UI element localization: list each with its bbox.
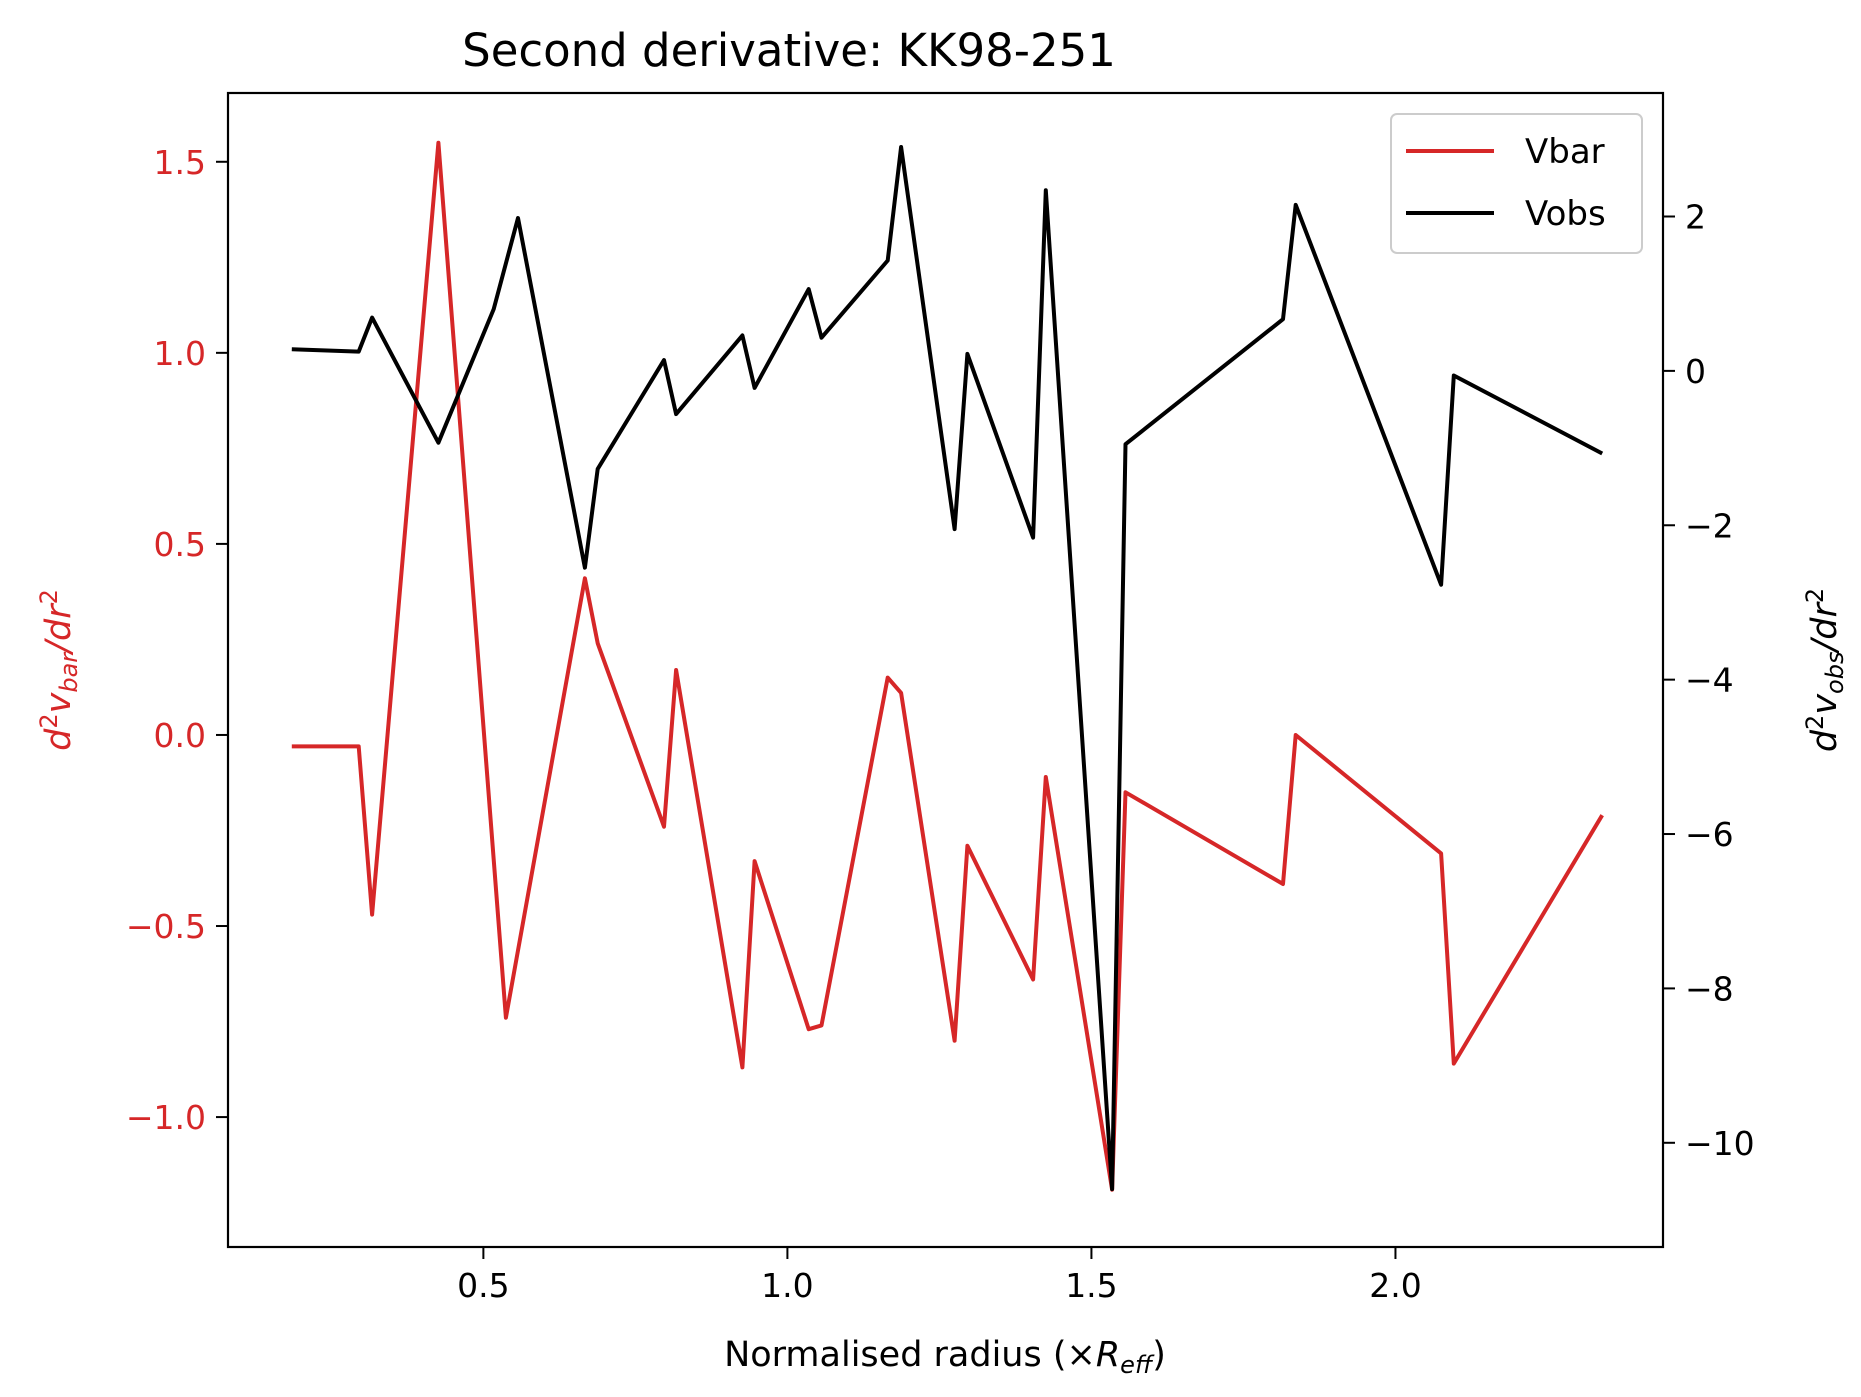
left-tick-label: 0.0 bbox=[154, 716, 206, 755]
legend-box bbox=[1390, 113, 1643, 254]
right-tick-label: −10 bbox=[1685, 1124, 1755, 1163]
left-tick-label: 1.5 bbox=[154, 143, 206, 182]
right-tick-label: −4 bbox=[1685, 661, 1734, 700]
left-tick-label: 1.0 bbox=[154, 334, 206, 373]
x-tick-label: 1.5 bbox=[1065, 1266, 1117, 1305]
x-axis-label: Normalised radius (×Reff) bbox=[724, 1335, 1166, 1379]
series-line-vbar bbox=[291, 140, 1604, 1192]
x-axis-ticks: 0.5 1.0 1.5 2.0 bbox=[457, 1247, 1422, 1305]
left-tick-label: 0.5 bbox=[154, 525, 206, 564]
right-tick-label: −6 bbox=[1685, 815, 1734, 854]
left-tick-label: −1.0 bbox=[126, 1098, 206, 1137]
legend-label-vobs: Vobs bbox=[1525, 194, 1606, 234]
series-layer bbox=[291, 140, 1604, 1192]
right-tick-label: −2 bbox=[1685, 506, 1734, 545]
series-line-vobs bbox=[291, 145, 1604, 1192]
left-tick-label: −0.5 bbox=[126, 907, 206, 946]
right-axis-ticks: 2 0 −2 −4 −6 −8 −10 bbox=[1663, 198, 1755, 1163]
x-tick-label: 1.0 bbox=[761, 1266, 813, 1305]
right-tick-label: −8 bbox=[1685, 969, 1734, 1008]
legend: Vbar Vobs bbox=[1390, 113, 1643, 254]
left-axis-label: d2vbar/dr2 bbox=[35, 589, 83, 751]
plot-frame bbox=[226, 91, 1665, 1249]
x-tick-label: 2.0 bbox=[1369, 1266, 1421, 1305]
right-tick-label: 0 bbox=[1685, 352, 1706, 391]
left-axis-ticks: 1.5 1.0 0.5 0.0 −0.5 −1.0 bbox=[126, 143, 228, 1137]
right-tick-label: 2 bbox=[1685, 198, 1706, 237]
right-axis-label: d2vobs/dr2 bbox=[1801, 588, 1849, 752]
chart-title: Second derivative: KK98-251 bbox=[462, 24, 1116, 77]
legend-label-vbar: Vbar bbox=[1525, 132, 1605, 172]
x-tick-label: 0.5 bbox=[457, 1266, 509, 1305]
